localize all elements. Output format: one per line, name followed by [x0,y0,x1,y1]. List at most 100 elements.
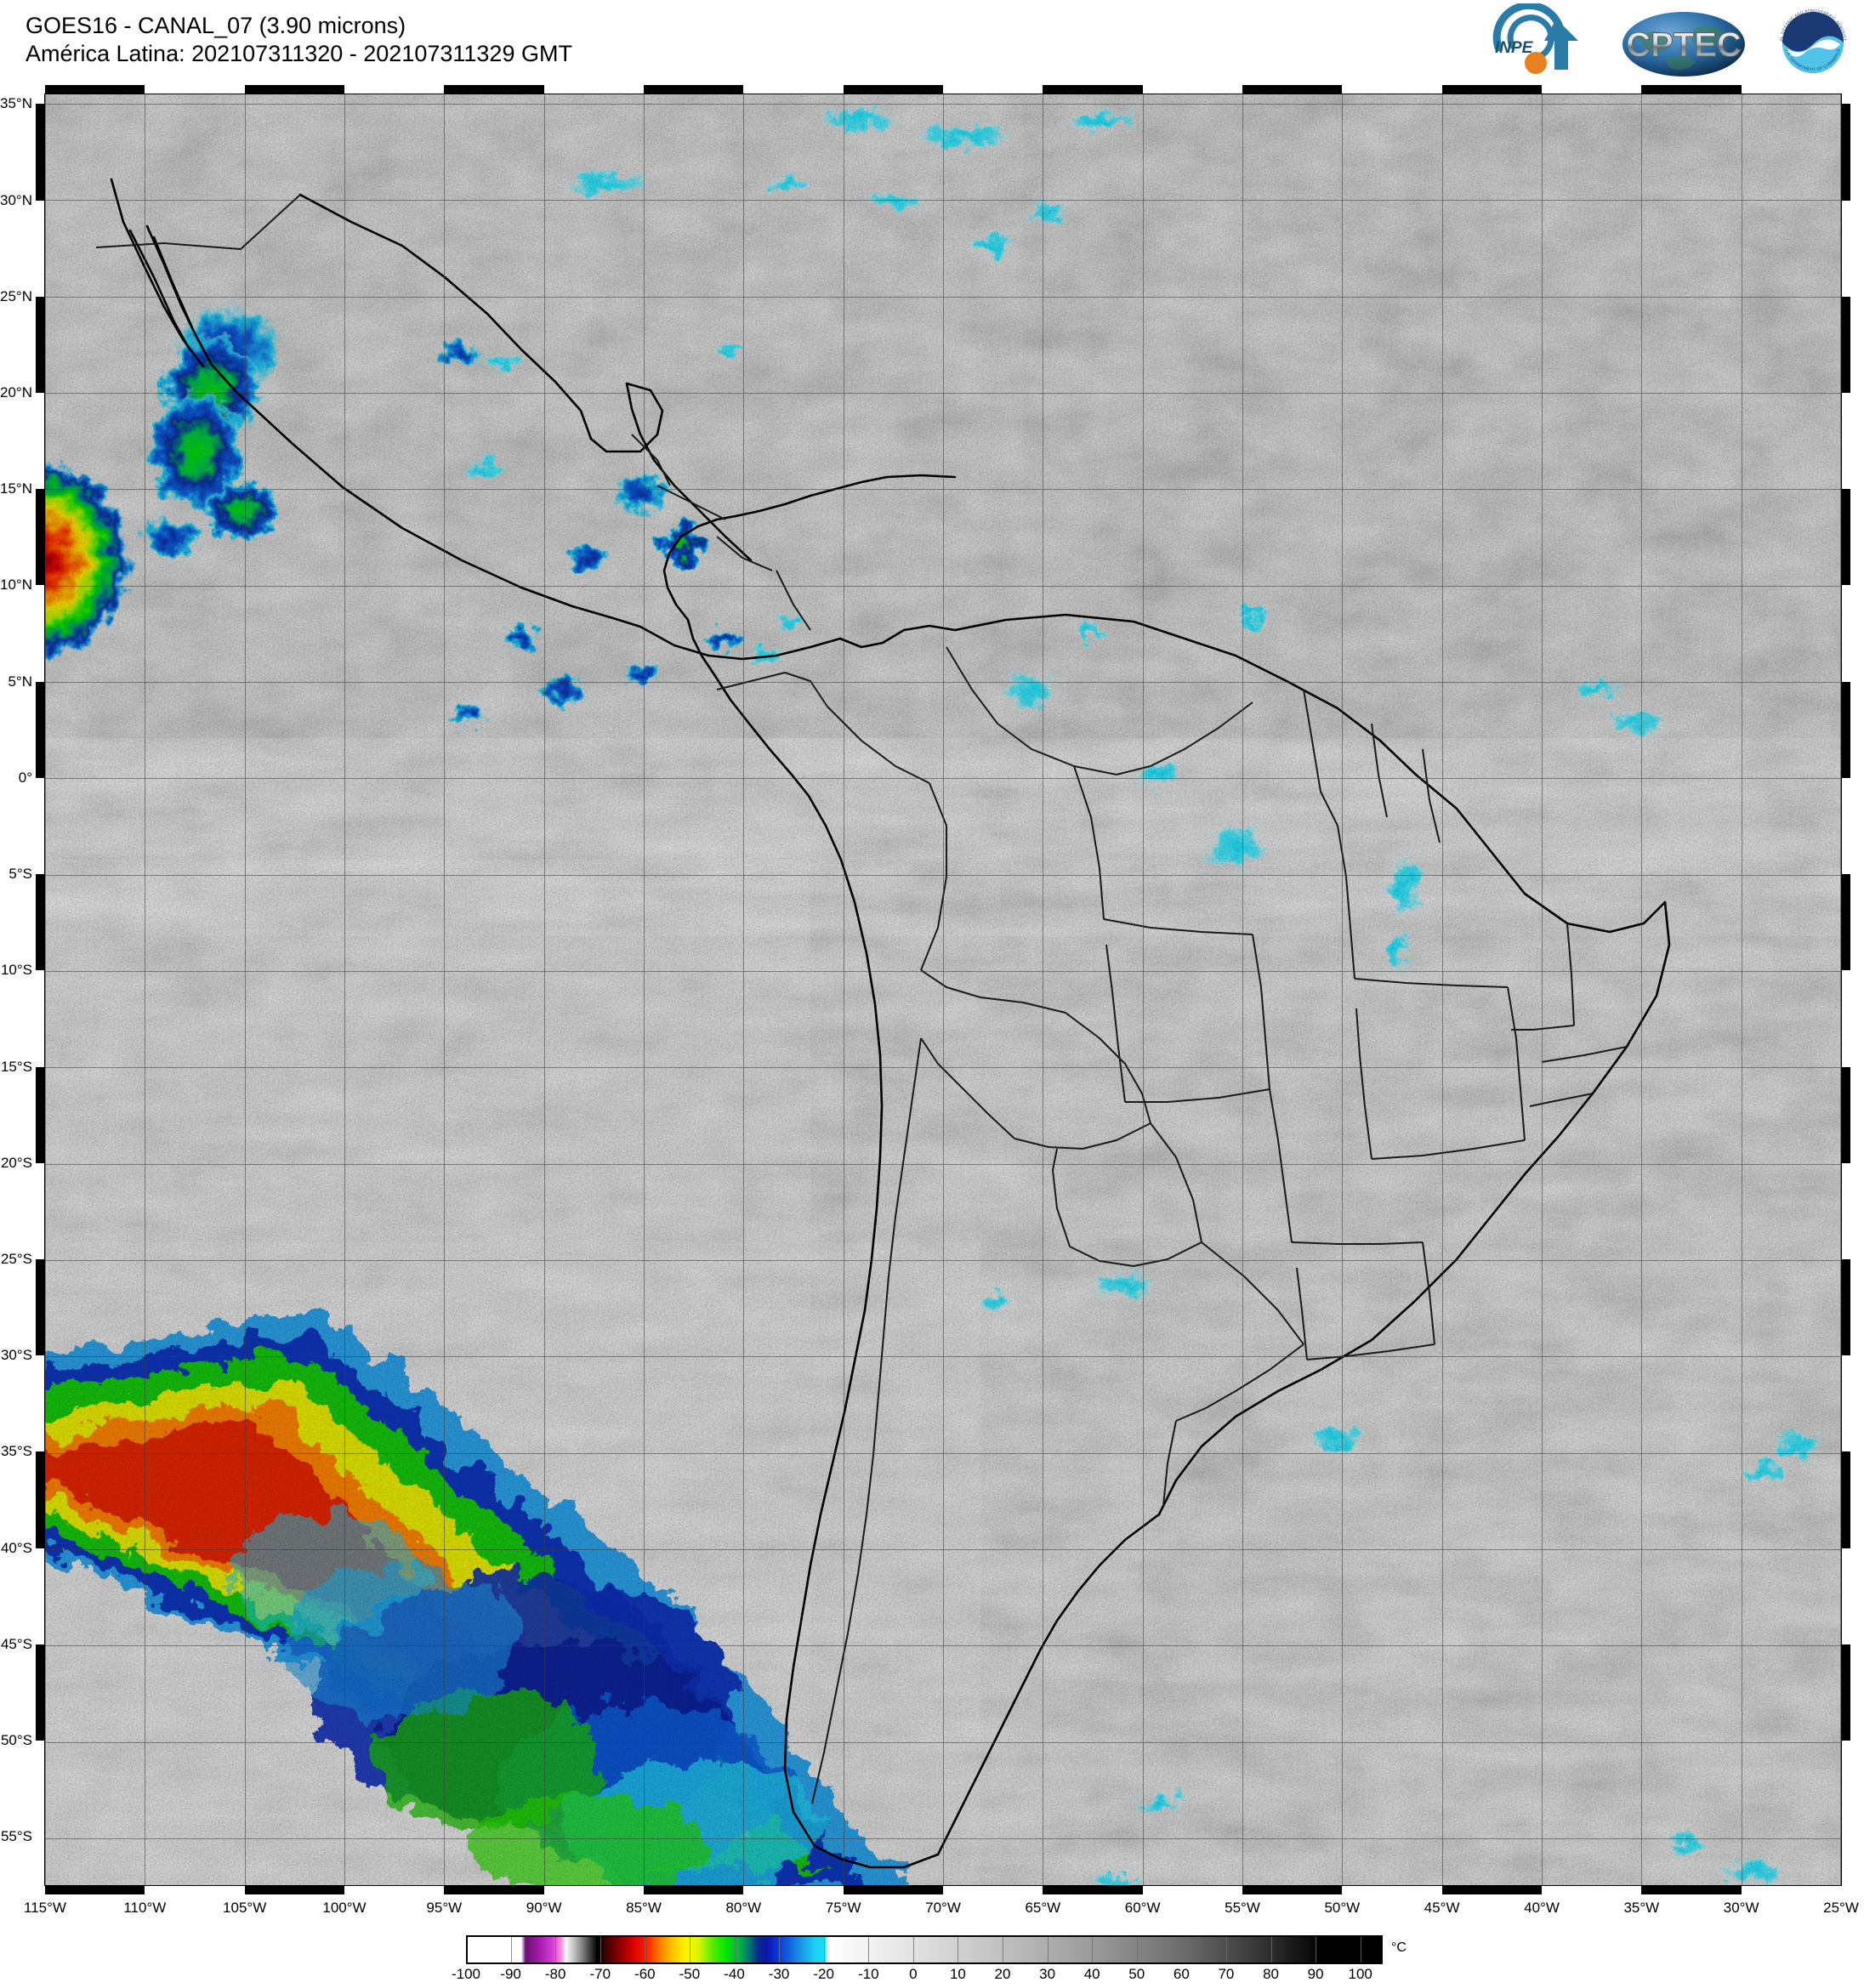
colorbar-tick-mark [1092,1937,1094,1962]
longitude-axis: 115°W 110°W 105°W 100°W 95°W 90°W 85°W 80°W 75°W… [24,1894,1859,1928]
colorbar-unit-label: °C [1391,1940,1407,1955]
colorbar-tick-mark [912,1937,914,1962]
colorbar-tick-label: 10 [949,1966,966,1982]
lat-tick-label: 30°N [0,191,32,208]
lat-tick-label: 25°N [0,287,32,304]
colorbar-tick-mark [868,1937,870,1962]
lon-tick-label: 50°W [1324,1900,1361,1916]
colorbar-tick-label: -10 [857,1966,879,1982]
lon-tick-label: 55°W [1225,1900,1260,1916]
axis-tick-band [1841,681,1850,778]
colorbar-tick-mark [779,1937,781,1962]
frame-bottom [36,1885,1850,1894]
lat-tick-label: 35°N [0,95,32,112]
lat-tick-label: 50°S [0,1732,32,1749]
latitude-axis: 35°N 30°N 25°N 20°N 15°N 10°N 5°N 0° 5°S 10°S 15°S… [0,85,36,1894]
page-subtitle: América Latina: 202107311320 - 202107311… [26,41,572,66]
axis-tick-band [36,1259,45,1356]
lon-tick-label: 115°W [24,1900,66,1916]
colorbar-tick-mark [600,1937,601,1962]
lon-tick-label: 25°W [1823,1900,1859,1916]
noaa-logo: NOAA NATIONAL OCEANIC AND ATMOSPHERIC AD… [1774,3,1852,82]
logo-strip: INPE [1483,2,1852,83]
lat-tick-label: 15°N [0,480,32,497]
axis-tick-band [45,1885,145,1894]
axis-tick-band [1641,1885,1742,1894]
axis-tick-band [1841,1259,1850,1356]
axis-tick-band [1043,85,1143,94]
lat-tick-label: 10°S [0,962,32,979]
lon-tick-label: 80°W [725,1900,762,1916]
axis-tick-band [1841,1066,1850,1163]
axis-tick-band [36,296,45,393]
colorbar-tick-label: -30 [768,1966,790,1982]
lat-tick-label: 10°N [0,577,32,594]
axis-tick-band [1441,1885,1542,1894]
lon-tick-label: 65°W [1025,1900,1061,1916]
colorbar-tick-label: 60 [1173,1966,1190,1982]
lat-tick-label: 5°S [9,866,32,883]
axis-tick-band [244,85,344,94]
lon-tick-label: 60°W [1124,1900,1161,1916]
lat-tick-label: 35°S [0,1443,32,1460]
colorbar-tick-label: 100 [1348,1966,1372,1982]
axis-tick-band [1242,85,1343,94]
lon-tick-label: 40°W [1524,1900,1560,1916]
frame-left [36,85,45,1894]
colorbar-tick-label: -80 [544,1966,566,1982]
axis-tick-band [1043,1885,1143,1894]
lon-tick-label: 95°W [426,1900,463,1916]
colorbar-tick-mark [1181,1937,1183,1962]
axis-tick-band [36,1066,45,1163]
svg-text:CPTEC: CPTEC [1626,26,1742,64]
colorbar-tick-label: 40 [1083,1966,1100,1982]
colorbar-ticks: -100 -90 -80 -70 -60 -50 -40 -30 -20 -10 0 10 20 30 40… [452,1966,1383,1988]
lat-tick-label: 40°S [0,1539,32,1556]
colorbar-tick-label: -90 [500,1966,521,1982]
axis-tick-band [36,1451,45,1548]
lon-tick-label: 30°W [1723,1900,1759,1916]
colorbar-tick-mark [510,1937,512,1962]
colorbar-tick-label: -50 [679,1966,701,1982]
axis-tick-band [36,681,45,778]
axis-tick-band [1641,85,1742,94]
colorbar-tick-mark [1136,1937,1138,1962]
frame-right [1841,85,1850,1894]
lon-tick-label: 70°W [925,1900,961,1916]
axis-tick-band [444,1885,544,1894]
cptec-logo: CPTEC [1616,3,1752,82]
inpe-logo: INPE [1483,3,1594,82]
axis-tick-band [36,489,45,586]
map-canvas[interactable] [45,94,1841,1885]
colorbar-tick-label: -100 [451,1966,481,1982]
axis-tick-band [36,874,45,971]
axis-tick-band [1841,296,1850,393]
axis-tick-band [843,85,943,94]
lat-tick-label: 20°N [0,384,32,400]
axis-tick-band [45,85,145,94]
lat-tick-label: 55°S [0,1828,32,1845]
axis-tick-band [843,1885,943,1894]
axis-tick-band [1441,85,1542,94]
colorbar: -100 -90 -80 -70 -60 -50 -40 -30 -20 -10 0 10 20 30 40… [0,1928,1864,1982]
satellite-map[interactable] [36,85,1850,1894]
colorbar-tick-label: 70 [1218,1966,1235,1982]
colorbar-tick-mark [823,1937,825,1962]
colorbar-tick-mark [555,1937,557,1962]
axis-tick-band [1841,489,1850,586]
axis-tick-band [244,1885,344,1894]
colorbar-tick-label: 50 [1128,1966,1145,1982]
colorbar-tick-mark [466,1937,467,1962]
lat-tick-label: 5°N [8,673,32,690]
colorbar-tick-label: -60 [634,1966,656,1982]
colorbar-tick-label: 0 [909,1966,918,1982]
colorbar-tick-mark [1225,1937,1227,1962]
lat-tick-label: 15°S [0,1058,32,1075]
lat-tick-label: 25°S [0,1251,32,1268]
colorbar-tick-label: 30 [1039,1966,1056,1982]
lon-tick-label: 85°W [626,1900,662,1916]
axis-tick-band [644,1885,744,1894]
axis-tick-band [444,85,544,94]
frame-top [36,85,1850,94]
lat-tick-label: 20°S [0,1154,32,1171]
